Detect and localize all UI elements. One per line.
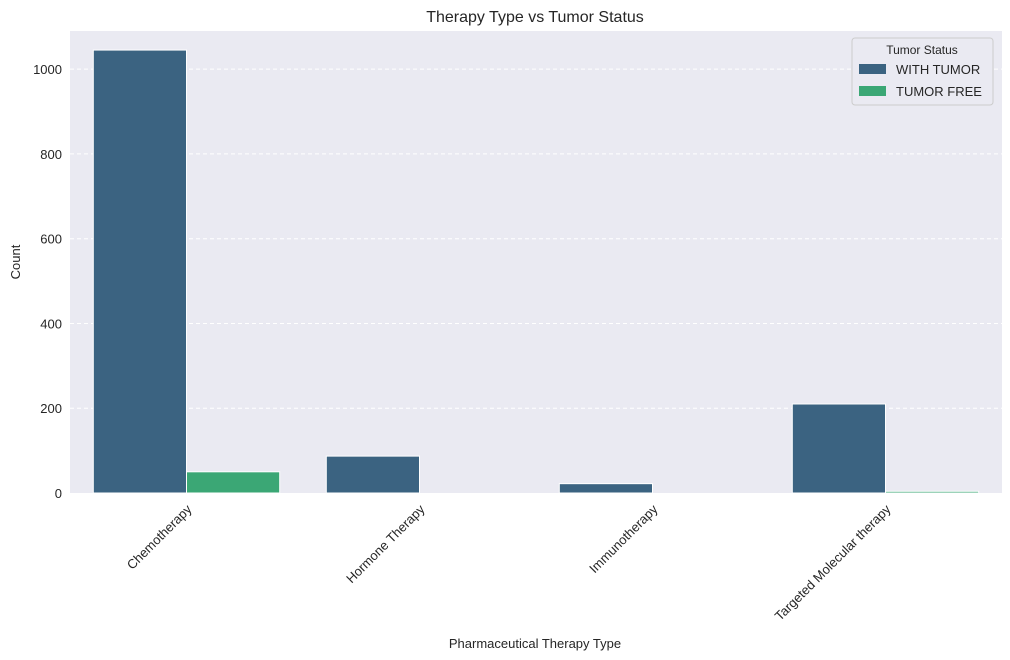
legend-label-tumor-free: TUMOR FREE [896, 84, 982, 99]
legend-label-with-tumor: WITH TUMOR [896, 62, 980, 77]
x-tick-label: Chemotherapy [124, 501, 195, 572]
y-tick-label: 200 [40, 401, 62, 416]
bar-with-tumor [791, 403, 886, 494]
legend-title: Tumor Status [886, 43, 958, 57]
grid-lines [70, 68, 1002, 409]
bar-tumor-free [186, 471, 281, 494]
y-axis-ticks: 0 200 400 600 800 1000 [33, 62, 62, 501]
legend-swatch-tumor-free [859, 86, 886, 96]
y-tick-label: 400 [40, 316, 62, 331]
y-tick-label: 1000 [33, 62, 62, 77]
y-axis-label: Count [8, 244, 23, 279]
legend-box [851, 37, 994, 106]
legend: Tumor Status WITH TUMOR TUMOR FREE [851, 37, 994, 106]
x-axis-ticks: Chemotherapy Hormone Therapy Immunotherapy… [124, 501, 894, 623]
y-tick-label: 0 [55, 486, 62, 501]
bar-with-tumor [558, 483, 653, 494]
bars [92, 49, 980, 494]
x-tick-label: Targeted Molecular therapy [772, 501, 894, 623]
y-tick-label: 800 [40, 147, 62, 162]
bar-with-tumor [325, 455, 420, 494]
x-axis-label: Pharmaceutical Therapy Type [449, 636, 621, 651]
y-tick-label: 600 [40, 232, 62, 247]
chart-title: Therapy Type vs Tumor Status [426, 9, 644, 26]
bar-tumor-free [885, 490, 980, 494]
x-tick-label: Hormone Therapy [343, 501, 428, 586]
legend-swatch-with-tumor [859, 64, 886, 74]
bar-with-tumor [92, 49, 187, 494]
x-tick-label: Immunotherapy [586, 501, 661, 576]
